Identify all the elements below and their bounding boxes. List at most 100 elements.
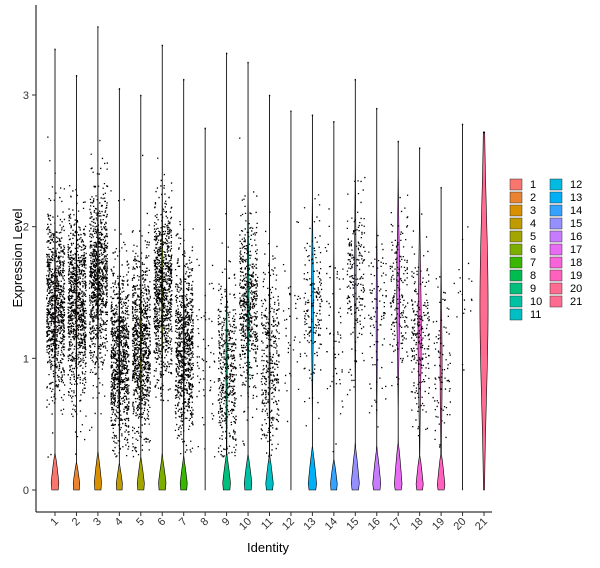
legend-label-1: 1	[530, 179, 536, 191]
x-tick-label-8: 8	[198, 516, 211, 529]
legend-label-15: 15	[570, 218, 582, 230]
x-tick-label-21: 21	[473, 516, 490, 533]
x-tick-label-18: 18	[409, 516, 426, 533]
x-tick-label-7: 7	[177, 516, 190, 529]
legend-key-2	[509, 191, 523, 204]
legend-label-9: 9	[530, 283, 536, 295]
jitter-points-1	[46, 48, 66, 458]
jitter-points-18	[410, 147, 430, 437]
jitter-points-5	[131, 95, 151, 458]
legend-key-7	[509, 256, 523, 269]
legend-key-15	[549, 217, 563, 230]
x-tick-label-17: 17	[387, 516, 404, 533]
violin-14	[330, 121, 338, 491]
x-tick-label-9: 9	[220, 516, 233, 529]
legend-key-12	[549, 178, 563, 191]
x-tick-label-12: 12	[280, 516, 297, 533]
legend-key-8	[509, 269, 523, 282]
points-layer	[46, 26, 485, 458]
legend-label-7: 7	[530, 257, 536, 269]
violin-4	[115, 88, 123, 491]
x-tick-label-15: 15	[344, 516, 361, 533]
x-tick-label-4: 4	[113, 516, 126, 529]
legend-label-4: 4	[530, 218, 536, 230]
jitter-points-20	[453, 124, 473, 371]
jitter-points-17	[389, 141, 409, 387]
x-tick-label-10: 10	[237, 516, 254, 533]
jitter-points-11	[260, 95, 280, 457]
jitter-points-3	[88, 26, 109, 431]
x-tick-label-2: 2	[70, 516, 83, 529]
legend-label-8: 8	[530, 270, 536, 282]
x-axis-title: Identity	[247, 540, 289, 555]
violin-9	[222, 52, 231, 491]
legend-label-19: 19	[570, 270, 582, 282]
x-tick-label-3: 3	[91, 516, 104, 529]
y-tick-label-1: 1	[23, 353, 29, 365]
legend-label-14: 14	[570, 205, 582, 217]
violin-5	[136, 94, 145, 491]
legend-label-2: 2	[530, 192, 536, 204]
y-tick-label-2: 2	[23, 222, 29, 234]
legend-label-17: 17	[570, 244, 582, 256]
jitter-points-12	[282, 110, 302, 423]
violin-17	[394, 140, 403, 491]
legend-label-6: 6	[530, 244, 536, 256]
legend-label-16: 16	[570, 231, 582, 243]
legend-key-5	[509, 230, 523, 243]
violin-19	[436, 186, 446, 491]
legend-label-18: 18	[570, 257, 582, 269]
legend-key-21	[549, 295, 563, 308]
legend-label-10: 10	[530, 296, 542, 308]
x-tick-label-6: 6	[156, 516, 169, 529]
x-tick-label-1: 1	[48, 516, 61, 529]
jitter-points-10	[239, 62, 259, 446]
legend-key-18	[549, 256, 563, 269]
y-axis: 0 1 2 3	[23, 5, 37, 512]
x-tick-label-5: 5	[134, 516, 147, 529]
x-tick-label-20: 20	[452, 516, 469, 533]
legend-label-20: 20	[570, 283, 582, 295]
y-tick-label-0: 0	[23, 485, 29, 497]
legend-key-4	[509, 217, 523, 230]
legend-label-3: 3	[530, 205, 536, 217]
x-axis: 1 2 3 4 5 6 7 8 9 10 11 12 13 14 15 16 17 18 19 20 21	[36, 511, 492, 533]
y-tick-label-3: 3	[23, 90, 29, 102]
jitter-points-16	[368, 108, 387, 428]
legend-key-19	[549, 269, 563, 282]
legend-key-13	[549, 191, 563, 204]
legend-key-11	[509, 308, 523, 321]
legend-key-20	[549, 282, 563, 295]
jitter-points-2	[67, 75, 87, 455]
jitter-points-9	[217, 52, 237, 458]
legend-key-16	[549, 230, 563, 243]
legend-label-11: 11	[530, 309, 541, 321]
legend-key-1	[509, 178, 523, 191]
x-tick-label-13: 13	[301, 516, 318, 533]
violin-21	[479, 131, 489, 491]
jitter-points-4	[110, 88, 130, 458]
x-tick-label-11: 11	[259, 516, 276, 533]
legend-key-6	[509, 243, 523, 256]
legend-key-14	[549, 204, 563, 217]
legend-label-5: 5	[530, 231, 536, 243]
jitter-points-15	[346, 79, 366, 396]
jitter-points-21	[483, 131, 485, 134]
violin-13	[307, 114, 317, 491]
legend-key-3	[509, 204, 523, 217]
x-tick-label-14: 14	[323, 516, 340, 533]
jitter-points-6	[153, 45, 173, 402]
y-axis-title: Expression Level	[10, 208, 25, 307]
violin-10	[243, 61, 253, 491]
jitter-points-7	[174, 79, 194, 455]
x-tick-label-16: 16	[366, 516, 383, 533]
legend-label-21: 21	[570, 296, 582, 308]
x-tick-label-19: 19	[430, 516, 447, 533]
jitter-points-8	[196, 127, 216, 458]
legend-label-12: 12	[570, 179, 582, 191]
legend-key-10	[509, 295, 523, 308]
legend-label-13: 13	[570, 192, 582, 204]
legend-key-9	[509, 282, 523, 295]
